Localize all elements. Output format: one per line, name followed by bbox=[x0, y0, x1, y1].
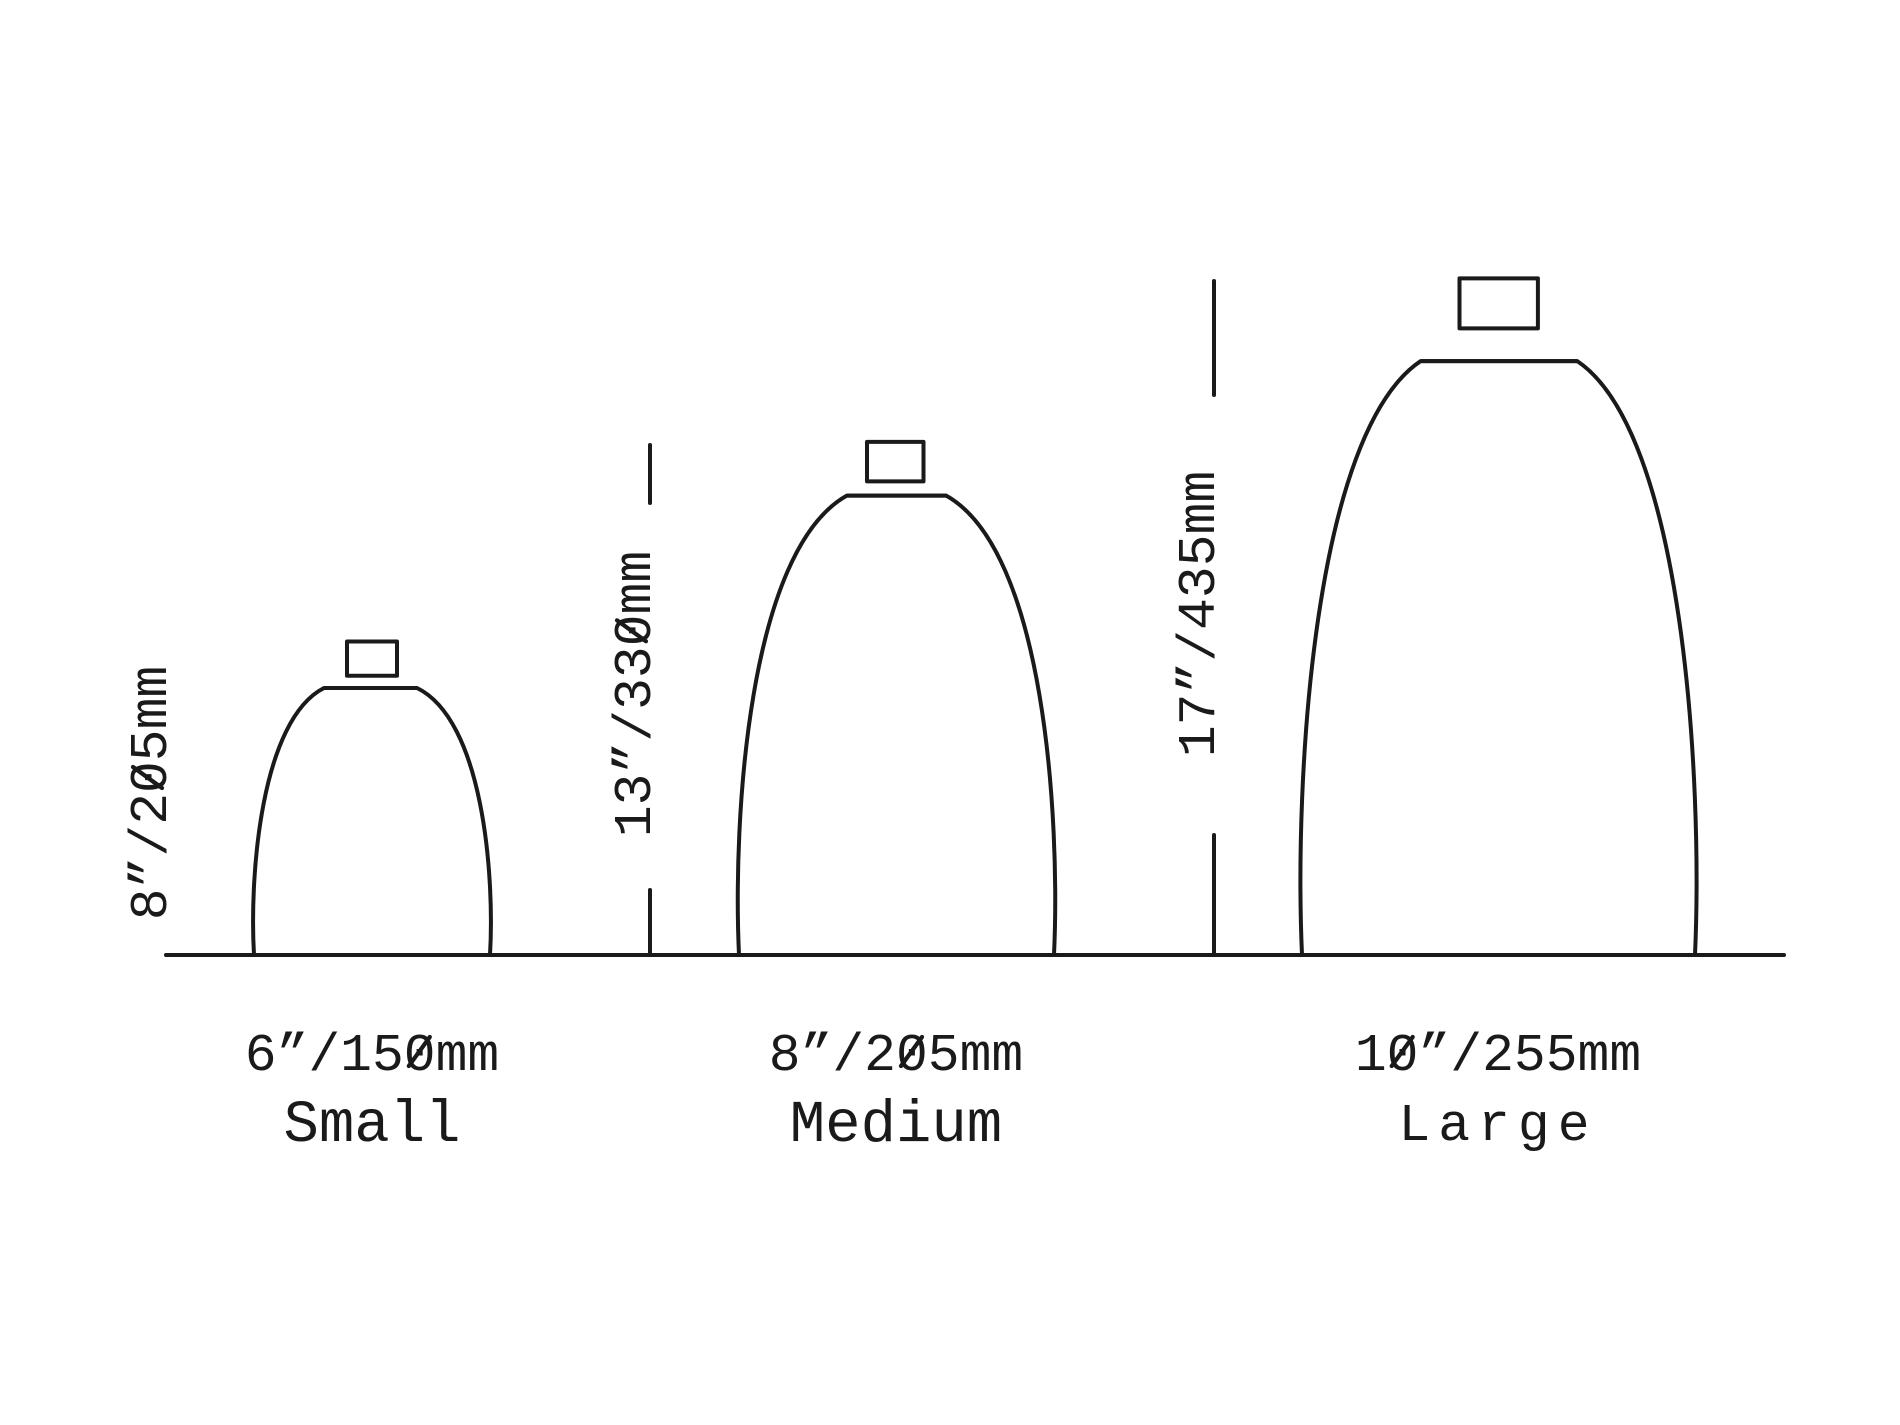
svg-text:13”/330mm: 13”/330mm bbox=[606, 551, 666, 837]
svg-text:8”/205mm: 8”/205mm bbox=[122, 666, 182, 920]
svg-text:Large: Large bbox=[1398, 1096, 1597, 1156]
svg-text:17”/435mm: 17”/435mm bbox=[1170, 471, 1230, 757]
svg-text:8”/205mm: 8”/205mm bbox=[769, 1026, 1023, 1086]
svg-text:6”/150mm: 6”/150mm bbox=[245, 1026, 499, 1086]
svg-text:Medium: Medium bbox=[790, 1092, 1002, 1159]
svg-text:Small: Small bbox=[283, 1092, 460, 1159]
